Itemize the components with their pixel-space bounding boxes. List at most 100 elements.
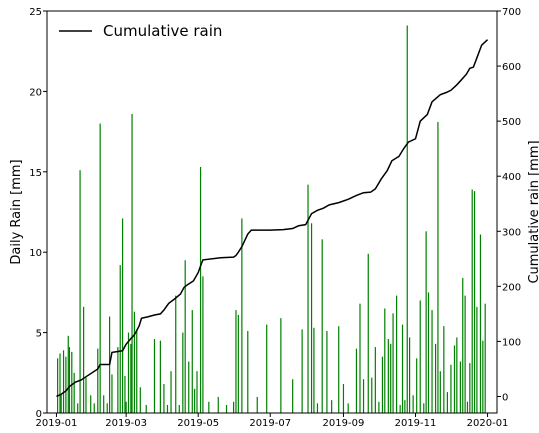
daily-rain-bar — [103, 395, 105, 413]
daily-rain-bar — [99, 123, 101, 413]
daily-rain-bar — [381, 356, 384, 413]
daily-rain-bar — [163, 384, 165, 413]
right-y-axis: 0 100 200 300 400 500 600 700 — [497, 7, 521, 403]
daily-rain-bar — [406, 25, 408, 413]
daily-rain-bar — [347, 403, 349, 413]
daily-rain-bar — [374, 347, 376, 413]
daily-rain-bar — [416, 358, 418, 413]
daily-rain-bar — [62, 350, 65, 413]
daily-rain-bar — [409, 337, 411, 413]
x-tick-label: 2019-07 — [249, 418, 291, 429]
daily-rain-bar — [145, 404, 147, 413]
daily-rain-bar — [237, 314, 239, 413]
daily-rain-bar — [466, 401, 469, 413]
x-tick-label: 2019-03 — [105, 418, 147, 429]
right-y-tick-label: 300 — [502, 227, 521, 238]
daily-rain-bar — [425, 231, 427, 413]
daily-rain-bar — [459, 361, 461, 413]
daily-rain-bar — [121, 218, 124, 413]
daily-rain-bar — [326, 330, 328, 413]
daily-rain-bar — [175, 295, 177, 413]
right-y-tick-label: 400 — [502, 172, 521, 183]
daily-rain-bar — [85, 377, 87, 413]
daily-rain-bar — [97, 348, 99, 413]
daily-rain-bar — [83, 306, 85, 413]
daily-rain-bar — [359, 303, 361, 413]
x-tick-label: 2020-01 — [467, 418, 509, 429]
daily-rain-bar — [139, 387, 141, 413]
right-y-tick-label: 200 — [502, 282, 521, 293]
daily-rain-bar — [125, 401, 127, 413]
daily-rain-bar — [166, 404, 169, 413]
cumulative-rain-line — [56, 39, 489, 398]
right-y-tick-label: 0 — [502, 392, 508, 403]
x-tick-label: 2019-09 — [323, 418, 365, 429]
daily-rain-bar — [60, 393, 62, 413]
right-y-axis-label: Cumulative rain [mm] — [527, 140, 539, 283]
daily-rain-bar — [331, 400, 333, 413]
daily-rain-bar — [437, 121, 439, 413]
daily-rain-bar — [182, 332, 184, 413]
left-y-tick-label: 0 — [36, 409, 42, 420]
right-y-tick-label: 500 — [502, 117, 521, 128]
daily-rain-bar — [196, 371, 198, 413]
daily-rain-bar — [57, 358, 59, 413]
daily-rain-bar — [446, 392, 448, 413]
daily-rain-bar — [90, 395, 92, 413]
daily-rain-bar — [471, 189, 473, 413]
daily-rain-bar — [217, 396, 219, 413]
daily-rain-bar — [202, 276, 204, 413]
daily-rain-bar — [111, 374, 113, 413]
daily-rain-bar — [387, 339, 389, 413]
daily-rain-bar — [404, 400, 406, 413]
daily-rain-bar — [79, 170, 81, 413]
daily-rain-bar — [301, 329, 303, 413]
daily-rain-bar — [427, 292, 430, 413]
daily-rain-bar — [431, 310, 433, 413]
daily-rain-bar — [338, 326, 340, 413]
left-y-axis-label: Daily Rain [mm] — [9, 159, 24, 264]
daily-rain-bar — [342, 384, 345, 413]
daily-rain-bar — [362, 379, 365, 413]
daily-rain-bar — [170, 371, 172, 413]
daily-rain-bar — [280, 318, 282, 413]
right-y-tick-label: 700 — [502, 7, 521, 18]
daily-rain-bar — [292, 379, 294, 413]
daily-rain-bar — [434, 343, 437, 413]
left-y-tick-label: 20 — [29, 87, 42, 98]
left-y-axis: 0 5 10 15 20 25 — [29, 7, 47, 420]
daily-rain-bar — [266, 324, 268, 413]
daily-rain-bar — [191, 310, 193, 413]
cumulative-rain-layer — [56, 39, 489, 398]
daily-rain-bar — [419, 300, 421, 413]
x-tick-label: 2019-01 — [36, 418, 78, 429]
daily-rain-bar — [106, 403, 108, 413]
daily-rain-bar — [117, 347, 119, 413]
daily-rain-bar — [159, 340, 161, 413]
daily-rain-bar — [482, 340, 484, 413]
right-y-tick-label: 600 — [502, 62, 521, 73]
left-y-tick-label: 15 — [29, 168, 42, 179]
daily-rain-bar — [443, 326, 445, 413]
daily-rain-bar — [384, 308, 386, 413]
daily-rain-bar — [392, 313, 394, 413]
daily-rain-bar — [71, 351, 73, 413]
daily-rain-bar — [378, 401, 380, 413]
daily-rain-bar — [59, 353, 61, 413]
daily-rain-bar — [396, 295, 398, 413]
daily-rain-bar — [321, 239, 323, 413]
daily-rain-bar — [399, 404, 401, 413]
daily-rain-bar — [355, 348, 358, 413]
daily-rain-bar — [469, 363, 471, 413]
daily-rain-bar — [188, 361, 190, 413]
daily-rain-bar — [476, 306, 478, 413]
daily-rain-bar — [131, 113, 133, 413]
daily-rain-bar — [153, 339, 156, 413]
x-axis: 2019-01 2019-03 2019-05 2019-07 2019-09 2019-… — [36, 413, 509, 429]
daily-rain-bar — [401, 324, 404, 413]
daily-rain-bar — [124, 376, 126, 413]
daily-rain-bar — [184, 260, 186, 413]
daily-rain-bar — [371, 377, 373, 413]
daily-rain-bar — [68, 347, 71, 413]
daily-rain-bar — [479, 234, 482, 413]
